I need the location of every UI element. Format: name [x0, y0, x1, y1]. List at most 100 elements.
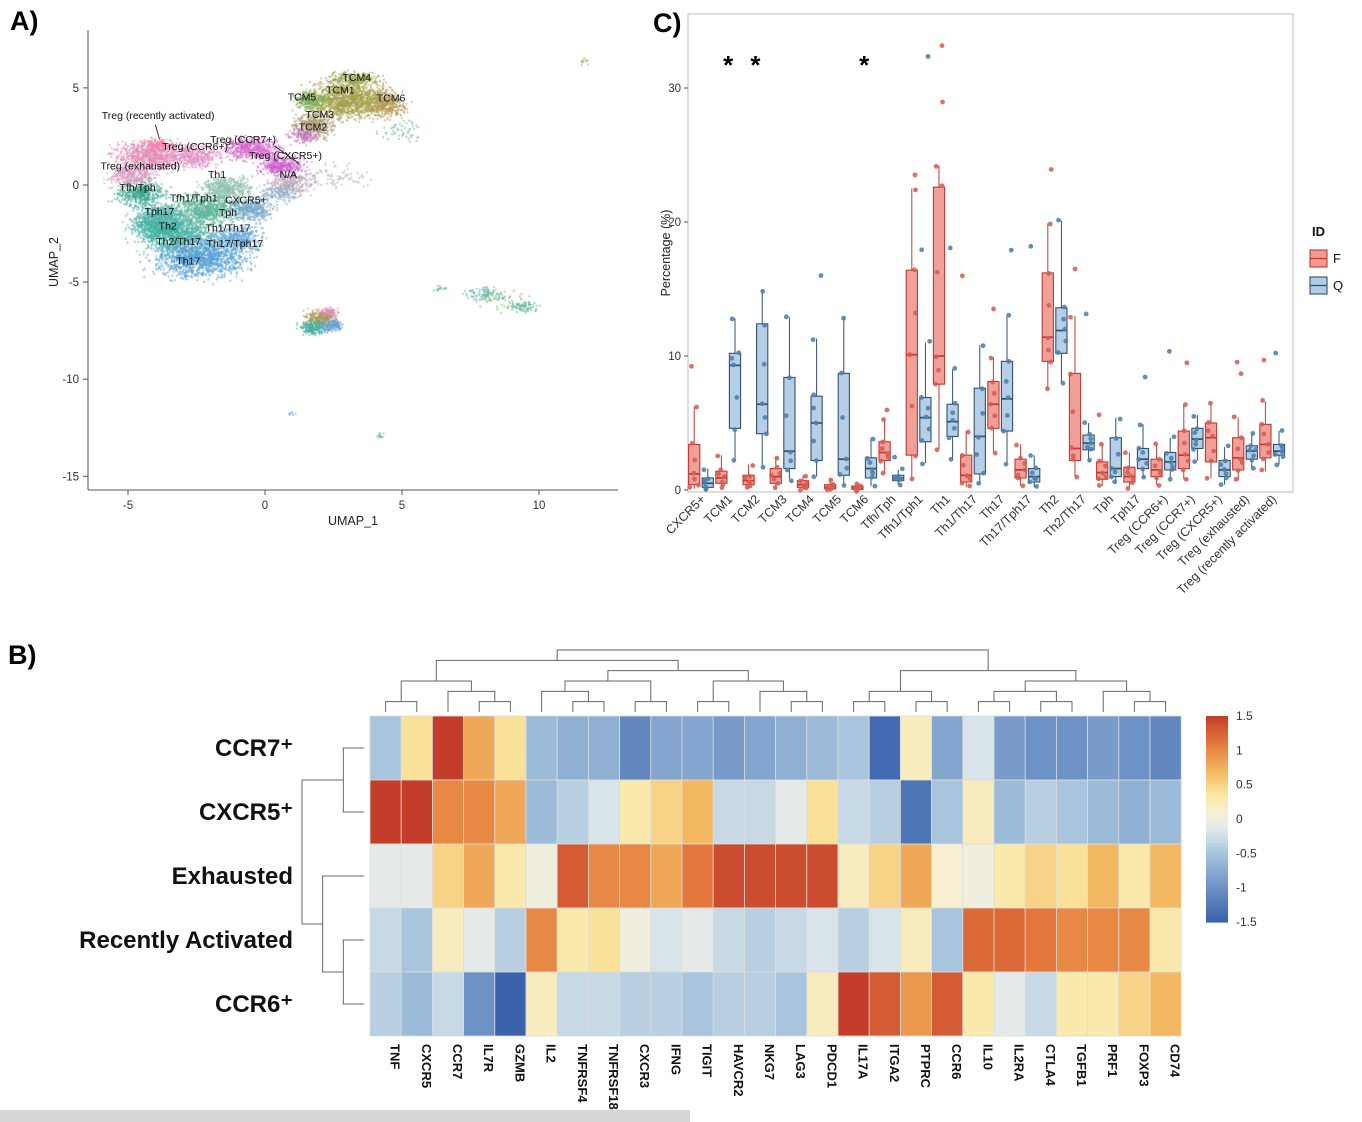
data-point-Q [923, 414, 929, 420]
data-point-Q [840, 415, 845, 420]
data-point-Q [1193, 437, 1199, 443]
data-point-Q [1033, 465, 1039, 471]
data-point-Q [1218, 482, 1224, 487]
colorbar-segment [1206, 911, 1228, 916]
colorbar-segment [1206, 849, 1228, 854]
data-point-Q [1028, 243, 1034, 249]
heatmap-cell [837, 779, 870, 845]
colorbar-segment [1206, 867, 1228, 872]
data-point-F [798, 478, 803, 484]
data-point-F [988, 401, 994, 407]
data-point-Q [899, 466, 905, 472]
heatmap-cell [525, 715, 558, 781]
data-point-F [1238, 435, 1244, 441]
data-point-Q [1222, 458, 1228, 464]
data-point-F [750, 463, 756, 468]
umap-x-tick: 10 [533, 500, 546, 512]
column-dendrogram-branch [478, 701, 511, 712]
boxplot-category-label: TCM4 [783, 492, 817, 526]
data-point-Q [788, 449, 793, 455]
heatmap-cell [900, 971, 933, 1037]
heatmap-cell [1056, 907, 1089, 973]
data-point-F [1182, 451, 1188, 457]
data-point-F [1022, 467, 1028, 473]
data-point-F [1048, 167, 1054, 172]
column-dendrogram-branch [915, 701, 948, 712]
heatmap-cell [744, 779, 777, 845]
data-point-Q [1250, 465, 1256, 471]
data-point-Q [818, 273, 824, 279]
data-point-Q [762, 415, 768, 420]
heatmap-cell [525, 843, 558, 909]
heatmap-cell [1118, 843, 1151, 909]
colorbar-segment [1206, 740, 1228, 745]
data-point-F [933, 354, 939, 360]
data-point-Q [1221, 467, 1227, 472]
data-point-F [933, 381, 938, 387]
data-point-F [913, 453, 918, 459]
colorbar-segment [1206, 819, 1228, 824]
data-point-F [1185, 458, 1191, 464]
colorbar-segment [1206, 750, 1228, 755]
umap-cluster-label: Tfh/Tph [119, 182, 155, 194]
data-point-Q [892, 454, 898, 460]
column-dendrogram-branch [1024, 680, 1128, 692]
data-point-F [884, 407, 890, 413]
heatmap-cell [744, 715, 777, 781]
colorbar-tick-label: -0.5 [1236, 846, 1257, 860]
data-point-Q [760, 288, 766, 294]
data-point-F [696, 482, 701, 488]
data-point-F [933, 163, 939, 169]
heatmap-col-label: IL17A [856, 1044, 871, 1080]
data-point-Q [1169, 460, 1174, 465]
umap-cluster-label: Th2/Th17 [156, 236, 201, 248]
heatmap-cell [431, 907, 464, 973]
heatmap-cell [1087, 779, 1120, 845]
data-point-F [1183, 402, 1188, 407]
colorbar-segment [1206, 863, 1228, 868]
umap-cluster-label: Th17/Tph17 [207, 238, 264, 250]
column-dendrogram-branch [1040, 701, 1073, 712]
colorbar-segment [1206, 873, 1228, 878]
window-edge-strip [0, 1110, 690, 1122]
data-point-Q [919, 247, 925, 253]
legend-title: ID [1312, 224, 1325, 239]
data-point-F [992, 413, 998, 419]
colorbar-segment [1206, 781, 1228, 786]
data-point-F [858, 483, 863, 489]
data-point-F [1233, 476, 1239, 482]
column-dendrogram-branch [572, 701, 605, 712]
colorbar-segment [1206, 908, 1228, 913]
data-point-Q [946, 435, 952, 441]
heatmap-cell [931, 715, 964, 781]
heatmap-cell [525, 971, 558, 1037]
colorbar-segment [1206, 897, 1228, 902]
data-point-F [1103, 463, 1108, 469]
heatmap-cell [463, 779, 496, 845]
umap-cluster-label: Tfh1/Tph1 [170, 193, 218, 205]
colorbar-segment [1206, 743, 1228, 748]
data-point-Q [1112, 479, 1118, 485]
data-point-Q [927, 338, 933, 344]
heatmap-cell [556, 971, 589, 1037]
data-point-F [1211, 448, 1217, 454]
data-point-Q [870, 474, 875, 480]
colorbar-segment [1206, 729, 1228, 734]
data-point-F [747, 479, 753, 485]
data-point-F [959, 480, 965, 486]
heatmap-row-label: CCR7⁺ [215, 735, 293, 762]
data-point-F [694, 404, 699, 410]
heatmap-cell [806, 715, 839, 781]
significance-asterisk: * [859, 50, 870, 80]
data-point-F [879, 446, 885, 451]
colorbar-segment [1206, 832, 1228, 837]
heatmap-cell [588, 779, 621, 845]
heatmap-col-label: FOXP3 [1136, 1044, 1151, 1087]
data-point-Q [764, 431, 769, 437]
box-Q [1272, 443, 1286, 456]
data-point-Q [1062, 326, 1068, 332]
heatmap-cell [868, 779, 901, 845]
colorbar-segment [1206, 870, 1228, 875]
data-point-F [1044, 386, 1050, 392]
data-point-F [689, 441, 695, 446]
